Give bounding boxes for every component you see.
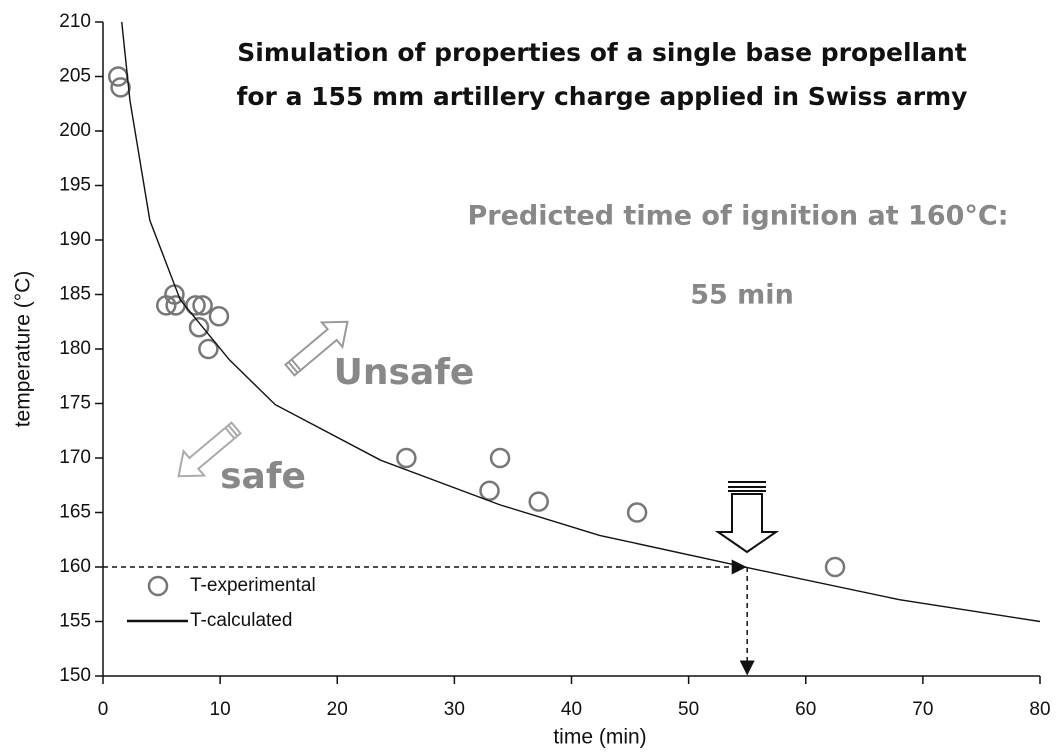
chart-title-line: Simulation of properties of a single bas… [237, 38, 967, 67]
x-axis-label: time (min) [553, 726, 646, 749]
unsafe-arrow [284, 320, 349, 377]
x-tick-label: 40 [561, 699, 582, 720]
x-tick-label: 30 [444, 699, 465, 720]
y-tick-label: 185 [59, 284, 91, 305]
data-point [198, 338, 219, 360]
calculated-line [121, 21, 1041, 623]
x-tick-label: 70 [912, 699, 933, 720]
y-tick-label: 165 [59, 502, 91, 523]
chart-title-line: for a 155 mm artillery charge applied in… [237, 82, 968, 111]
y-tick-label: 175 [59, 393, 91, 414]
data-point [192, 295, 213, 316]
data-point [489, 447, 511, 469]
data-point [528, 491, 549, 512]
y-tick-label: 180 [59, 338, 91, 359]
x-tick-label: 50 [678, 699, 699, 720]
prediction-text: Predicted time of ignition at 160°C: [467, 201, 1008, 232]
y-tick-label: 200 [59, 120, 91, 141]
data-point [185, 295, 206, 316]
y-tick-label: 160 [59, 556, 91, 577]
data-point [188, 316, 210, 338]
legend-label: T-calculated [190, 610, 292, 631]
x-tick-label: 60 [795, 699, 816, 720]
legend-symbol [147, 575, 169, 597]
unsafe-label: Unsafe [334, 352, 475, 393]
y-tick-label: 155 [59, 611, 91, 632]
y-axis-label: temperature (°C) [12, 271, 35, 428]
data-point [396, 447, 417, 469]
y-tick-label: 195 [59, 175, 91, 196]
safe-label: safe [220, 456, 306, 497]
legend-label: T-experimental [190, 575, 316, 596]
x-tick-label: 80 [1029, 699, 1050, 720]
x-tick-label: 10 [210, 699, 231, 720]
y-tick-label: 205 [59, 66, 91, 87]
y-tick-label: 210 [59, 11, 91, 32]
y-tick-label: 150 [59, 665, 91, 686]
data-point [626, 502, 648, 523]
y-tick-label: 190 [59, 229, 91, 250]
x-tick-label: 0 [98, 699, 109, 720]
safe-arrow [177, 421, 242, 478]
prediction-value: 55 min [690, 280, 794, 311]
x-tick-label: 20 [327, 699, 348, 720]
y-tick-label: 170 [59, 447, 91, 468]
data-point [110, 77, 131, 98]
data-point [479, 480, 500, 501]
data-point [824, 556, 846, 578]
data-point [208, 306, 230, 327]
ignition-arrow [714, 481, 780, 554]
